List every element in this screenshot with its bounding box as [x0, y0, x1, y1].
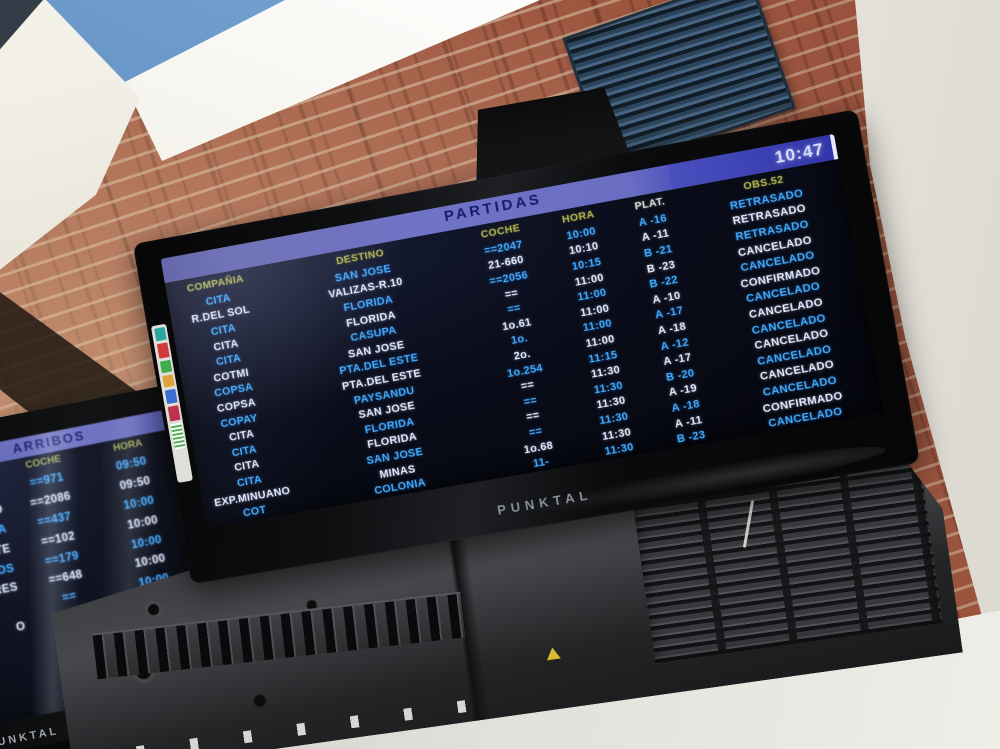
bezel-sticker [153, 327, 167, 342]
bezel-sticker [156, 342, 170, 359]
bezel-sticker [167, 405, 181, 422]
bezel-sticker [159, 359, 172, 374]
energy-label-sticker [170, 422, 185, 450]
warning-triangle-icon [545, 647, 561, 661]
perforated-strip [92, 592, 465, 680]
cell-origin [0, 704, 45, 716]
bezel-sticker [164, 388, 178, 405]
bezel-sticker [161, 374, 175, 388]
